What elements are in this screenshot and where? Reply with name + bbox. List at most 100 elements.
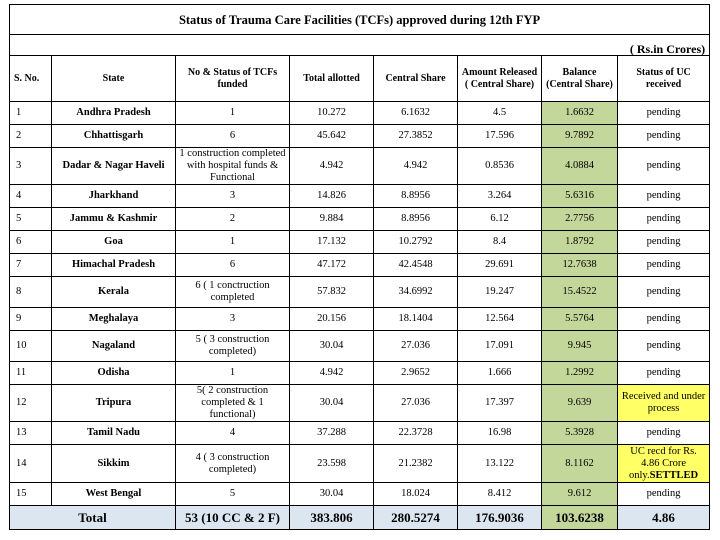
row-status: 1 — [175, 230, 290, 254]
total-row: Total 53 (10 CC & 2 F) 383.806 280.5274 … — [9, 505, 711, 530]
header-status: No & Status of TCFs funded — [175, 55, 290, 102]
row-status: 4 ( 3 construction completed) — [175, 444, 290, 483]
row-balance: 15.4522 — [541, 276, 618, 308]
row-sno: 3 — [9, 147, 52, 185]
total-released: 176.9036 — [457, 505, 542, 530]
row-balance: 5.5764 — [541, 307, 618, 331]
row-total-allotted: 37.288 — [289, 421, 374, 445]
row-total-allotted: 57.832 — [289, 276, 374, 308]
row-status: 3 — [175, 307, 290, 331]
row-uc-status: pending — [616, 124, 711, 148]
row-state: Odisha — [51, 361, 176, 385]
row-uc-status: pending — [616, 421, 711, 445]
row-central-share: 27.036 — [373, 384, 458, 422]
row-uc-status: pending — [616, 230, 711, 254]
row-central-share: 6.1632 — [373, 101, 458, 125]
row-total-allotted: 30.04 — [289, 384, 374, 422]
table-row: 15 West Bengal 5 30.04 18.024 8.412 9.612 pendi… — [9, 482, 711, 506]
row-uc-status: pending — [616, 207, 711, 231]
row-status: 5( 2 construction completed & 1 function… — [175, 384, 290, 422]
row-sno: 6 — [9, 230, 52, 254]
row-released: 17.091 — [457, 330, 542, 362]
header-total-allotted: Total allotted — [289, 55, 374, 102]
row-status: 6 ( 1 conctruction completed — [175, 276, 290, 308]
row-total-allotted: 30.04 — [289, 482, 374, 506]
row-released: 6.12 — [457, 207, 542, 231]
table-row: 7 Himachal Pradesh 6 47.172 42.4548 29.691 12.… — [9, 253, 711, 277]
row-sno: 1 — [9, 101, 52, 125]
row-state: Andhra Pradesh — [51, 101, 176, 125]
row-central-share: 8.8956 — [373, 184, 458, 208]
row-uc-status: pending — [616, 482, 711, 506]
row-status: 1 — [175, 361, 290, 385]
table-row: 2 Chhattisgarh 6 45.642 27.3852 17.596 9.7892 p… — [9, 124, 711, 148]
total-allotted: 383.806 — [289, 505, 374, 530]
row-central-share: 34.6992 — [373, 276, 458, 308]
row-released: 17.596 — [457, 124, 542, 148]
row-status: 6 — [175, 124, 290, 148]
row-uc-status: pending — [616, 253, 711, 277]
row-state: Goa — [51, 230, 176, 254]
row-uc-status: UC recd for Rs. 4.86 Crore only.SETTLED — [616, 444, 711, 483]
row-released: 12.564 — [457, 307, 542, 331]
table-row: 5 Jammu & Kashmir 2 9.884 8.8956 6.12 2.7756 pe… — [9, 207, 711, 231]
row-sno: 15 — [9, 482, 52, 506]
header-row: S. No. State No & Status of TCFs funded … — [9, 55, 711, 102]
row-released: 16.98 — [457, 421, 542, 445]
row-central-share: 18.1404 — [373, 307, 458, 331]
row-released: 8.4 — [457, 230, 542, 254]
row-released: 1.666 — [457, 361, 542, 385]
row-state: Chhattisgarh — [51, 124, 176, 148]
row-released: 4.5 — [457, 101, 542, 125]
row-total-allotted: 14.826 — [289, 184, 374, 208]
row-balance: 9.612 — [541, 482, 618, 506]
row-balance: 9.945 — [541, 330, 618, 362]
row-sno: 12 — [9, 384, 52, 422]
row-state: Jharkhand — [51, 184, 176, 208]
row-sno: 4 — [9, 184, 52, 208]
row-sno: 13 — [9, 421, 52, 445]
row-balance: 4.0884 — [541, 147, 618, 185]
table-row: 9 Meghalaya 3 20.156 18.1404 12.564 5.5764 pend… — [9, 307, 711, 331]
table-row: 8 Kerala 6 ( 1 conctruction completed 57.83… — [9, 276, 711, 308]
row-released: 0.8536 — [457, 147, 542, 185]
total-label: Total — [9, 505, 176, 530]
tcf-status-document: Status of Trauma Care Facilities (TCFs) … — [8, 4, 711, 530]
row-sno: 11 — [9, 361, 52, 385]
row-total-allotted: 9.884 — [289, 207, 374, 231]
row-sno: 14 — [9, 444, 52, 483]
row-central-share: 27.036 — [373, 330, 458, 362]
row-state: Himachal Pradesh — [51, 253, 176, 277]
row-balance: 9.7892 — [541, 124, 618, 148]
row-uc-status: Received and under process — [616, 384, 711, 422]
row-balance: 5.6316 — [541, 184, 618, 208]
row-balance: 1.6632 — [541, 101, 618, 125]
header-amount-released: Amount Released ( Central Share) — [457, 55, 542, 102]
row-status: 6 — [175, 253, 290, 277]
row-released: 3.264 — [457, 184, 542, 208]
row-total-allotted: 4.942 — [289, 147, 374, 185]
row-state: Nagaland — [51, 330, 176, 362]
row-state: Tripura — [51, 384, 176, 422]
row-total-allotted: 17.132 — [289, 230, 374, 254]
row-central-share: 42.4548 — [373, 253, 458, 277]
row-released: 13.122 — [457, 444, 542, 483]
row-total-allotted: 23.598 — [289, 444, 374, 483]
row-central-share: 21.2382 — [373, 444, 458, 483]
table-row: 11 Odisha 1 4.942 2.9652 1.666 1.2992 pending — [9, 361, 711, 385]
row-status: 2 — [175, 207, 290, 231]
row-status: 3 — [175, 184, 290, 208]
total-uc: 4.86 — [616, 505, 711, 530]
row-state: Dadar & Nagar Haveli — [51, 147, 176, 185]
header-uc-status: Status of UC received — [616, 55, 711, 102]
row-total-allotted: 10.272 — [289, 101, 374, 125]
row-sno: 7 — [9, 253, 52, 277]
row-central-share: 10.2792 — [373, 230, 458, 254]
row-uc-status: pending — [616, 307, 711, 331]
row-total-allotted: 45.642 — [289, 124, 374, 148]
header-central-share: Central Share — [373, 55, 458, 102]
header-state: State — [51, 55, 176, 102]
row-uc-status: pending — [616, 184, 711, 208]
row-central-share: 27.3852 — [373, 124, 458, 148]
table-row: 14 Sikkim 4 ( 3 construction completed) 23.… — [9, 444, 711, 483]
